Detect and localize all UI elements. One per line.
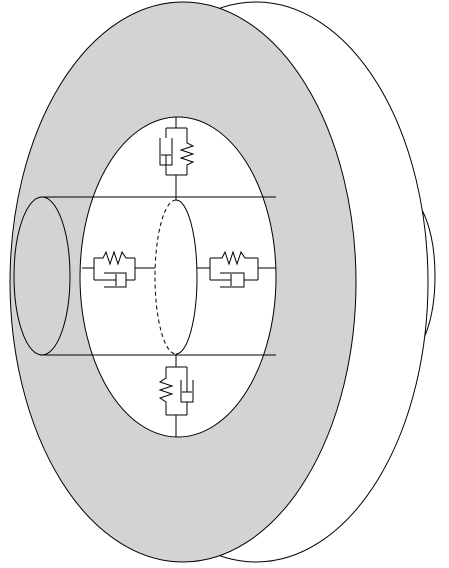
shaft-cross-section-front [175, 199, 198, 355]
shaft-left-portion [13, 196, 82, 356]
spring-damper-right [197, 250, 276, 288]
shaft-left-end [13, 196, 71, 356]
spring-damper-top [159, 117, 195, 200]
shaft-inner-section [82, 196, 276, 356]
spring-damper-bottom [158, 354, 194, 437]
spring-damper-left [82, 250, 155, 288]
disc-inner-hole [79, 116, 277, 438]
